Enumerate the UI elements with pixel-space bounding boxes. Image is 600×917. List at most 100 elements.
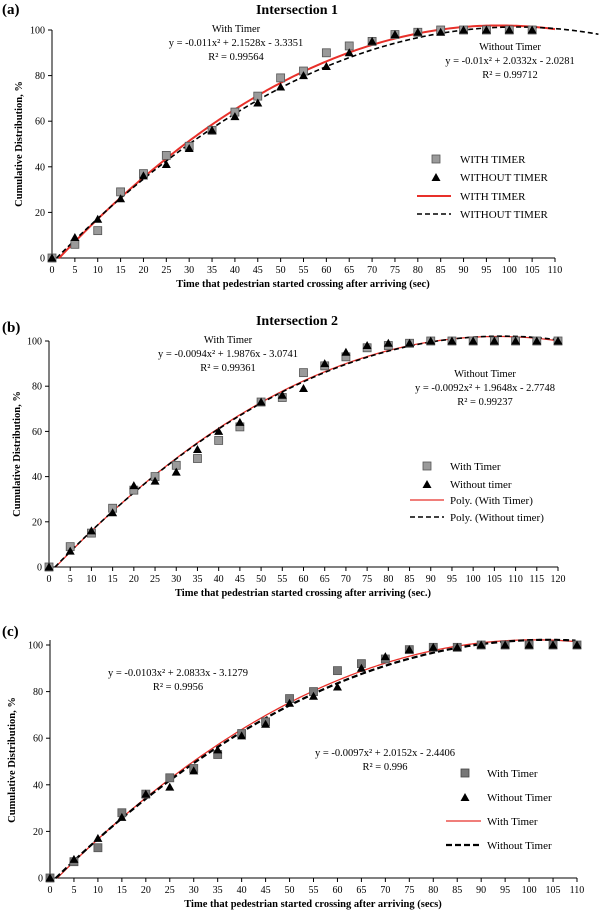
panel-a-legend-label-1: WITH TIMER bbox=[460, 154, 526, 166]
data-point-without-timer bbox=[344, 48, 354, 57]
x-tick-label: 95 bbox=[481, 265, 491, 276]
data-point-without-timer bbox=[459, 25, 469, 34]
panel-c-legend-triangle-marker bbox=[460, 793, 470, 801]
x-tick-label: 0 bbox=[48, 885, 53, 896]
y-tick-label: 20 bbox=[32, 517, 42, 528]
x-tick-label: 25 bbox=[161, 265, 171, 276]
panel-a-y-ticks: 0 20 40 60 80 100 bbox=[30, 26, 52, 265]
panel-b-legend-label-1: With Timer bbox=[450, 461, 501, 473]
x-tick-label: 60 bbox=[332, 885, 342, 896]
data-point-with-timer bbox=[165, 773, 175, 783]
y-tick-label: 40 bbox=[33, 780, 43, 791]
x-tick-label: 20 bbox=[129, 574, 139, 585]
panel-c-y-label: Cumulative Distribution, % bbox=[7, 697, 18, 823]
data-point-without-timer bbox=[171, 467, 181, 476]
panel-c-legend-label-1: With Timer bbox=[487, 768, 538, 780]
data-point-without-timer bbox=[70, 232, 80, 241]
data-point-without-timer bbox=[447, 336, 457, 345]
x-tick-label: 50 bbox=[276, 265, 286, 276]
data-point-without-timer bbox=[405, 338, 415, 347]
data-point-without-timer bbox=[426, 336, 436, 345]
data-point-with-timer bbox=[193, 454, 202, 463]
x-tick-label: 15 bbox=[116, 265, 126, 276]
panel-a-eq1-label: With Timer bbox=[212, 24, 261, 35]
data-point-without-timer bbox=[108, 508, 118, 517]
data-point-without-timer bbox=[93, 833, 103, 842]
x-tick-label: 20 bbox=[138, 265, 148, 276]
panel-b-title: Intersection 2 bbox=[256, 314, 338, 329]
x-tick-label: 30 bbox=[189, 885, 199, 896]
panel-b-eq1-label: With Timer bbox=[204, 335, 253, 346]
data-point-without-timer bbox=[532, 336, 542, 345]
panel-b-equation-without-timer: Without Timer y = -0.0092x² + 1.9648x - … bbox=[415, 369, 555, 408]
x-tick-label: 120 bbox=[551, 574, 566, 585]
data-point-without-timer bbox=[380, 652, 390, 661]
x-tick-label: 105 bbox=[546, 885, 561, 896]
y-tick-label: 80 bbox=[33, 687, 43, 698]
panel-c-legend: With Timer Without Timer With Timer With… bbox=[446, 768, 552, 852]
data-point-with-timer bbox=[299, 368, 308, 378]
x-tick-label: 100 bbox=[522, 885, 537, 896]
x-tick-label: 30 bbox=[184, 265, 194, 276]
data-point-without-timer bbox=[138, 171, 148, 180]
panel-c-legend-label-3: With Timer bbox=[487, 816, 538, 828]
panel-a-eq1-formula: y = -0.011x² + 2.1528x - 3.3351 bbox=[169, 38, 303, 49]
x-tick-label: 35 bbox=[213, 885, 223, 896]
x-tick-label: 65 bbox=[344, 265, 354, 276]
x-tick-label: 40 bbox=[230, 265, 240, 276]
panel-b-eq1-r2: R² = 0.99361 bbox=[200, 363, 255, 374]
data-point-without-timer bbox=[321, 61, 331, 70]
x-tick-label: 45 bbox=[261, 885, 271, 896]
x-tick-label: 85 bbox=[436, 265, 446, 276]
x-tick-label: 5 bbox=[68, 574, 73, 585]
x-tick-label: 40 bbox=[214, 574, 224, 585]
y-tick-label: 60 bbox=[35, 117, 45, 128]
y-tick-label: 20 bbox=[35, 208, 45, 219]
panel-b-eq1-formula: y = -0.0094x² + 1.9876x - 3.0741 bbox=[158, 349, 298, 360]
x-tick-label: 105 bbox=[525, 265, 540, 276]
data-point-without-timer bbox=[86, 526, 96, 535]
panel-a-x-ticks: 0 5 10 15 20 25 30 35 40 45 50 55 60 65 70 75 80 85 90 95 10… bbox=[50, 258, 562, 276]
panel-b-x-label: Time that pedestrian started crossing af… bbox=[175, 588, 432, 599]
data-point-without-timer bbox=[141, 789, 151, 798]
panel-a-y-label: Cumulative Distribution, % bbox=[14, 81, 25, 207]
x-tick-label: 75 bbox=[362, 574, 372, 585]
data-point-without-timer bbox=[299, 383, 308, 392]
x-tick-label: 70 bbox=[367, 265, 377, 276]
data-point-without-timer bbox=[489, 336, 499, 345]
data-point-without-timer bbox=[436, 27, 446, 36]
panel-a-equation-with-timer: With Timer y = -0.011x² + 2.1528x - 3.33… bbox=[169, 24, 303, 63]
x-tick-label: 5 bbox=[71, 885, 76, 896]
data-point-without-timer bbox=[235, 417, 245, 426]
y-tick-label: 80 bbox=[32, 382, 42, 393]
y-tick-label: 100 bbox=[28, 641, 43, 652]
data-point-without-timer bbox=[468, 336, 478, 345]
data-point-without-timer bbox=[511, 336, 521, 345]
x-tick-label: 75 bbox=[404, 885, 414, 896]
panel-c-label: (c) bbox=[2, 624, 19, 640]
x-tick-label: 0 bbox=[50, 265, 55, 276]
x-tick-label: 35 bbox=[192, 574, 202, 585]
data-point-without-timer bbox=[428, 642, 438, 651]
data-point-without-timer bbox=[356, 663, 366, 672]
x-tick-label: 105 bbox=[487, 574, 502, 585]
data-point-with-timer bbox=[333, 666, 342, 676]
x-tick-label: 100 bbox=[502, 265, 517, 276]
data-point-without-timer bbox=[309, 691, 318, 700]
y-tick-label: 100 bbox=[30, 26, 45, 37]
data-point-without-timer bbox=[362, 341, 372, 350]
panel-c-legend-label-4: Without Timer bbox=[487, 840, 552, 852]
panel-a-legend-label-3: WITH TIMER bbox=[460, 191, 526, 203]
x-tick-label: 10 bbox=[93, 885, 103, 896]
x-tick-label: 10 bbox=[93, 265, 103, 276]
data-point-without-timer bbox=[277, 390, 287, 399]
y-tick-label: 0 bbox=[38, 874, 43, 885]
panel-b-legend-label-2: Without timer bbox=[450, 479, 512, 491]
x-tick-label: 60 bbox=[321, 265, 331, 276]
data-point-without-timer bbox=[192, 444, 202, 453]
panel-c-x-ticks: 0 5 10 15 20 25 30 35 40 45 50 55 60 65 70 75 80 85 90 95 10… bbox=[48, 878, 584, 896]
data-point-without-timer bbox=[383, 338, 393, 347]
data-point-without-timer bbox=[214, 426, 224, 435]
panel-a-legend-label-4: WITHOUT TIMER bbox=[460, 209, 549, 221]
data-point-with-timer bbox=[93, 843, 103, 853]
